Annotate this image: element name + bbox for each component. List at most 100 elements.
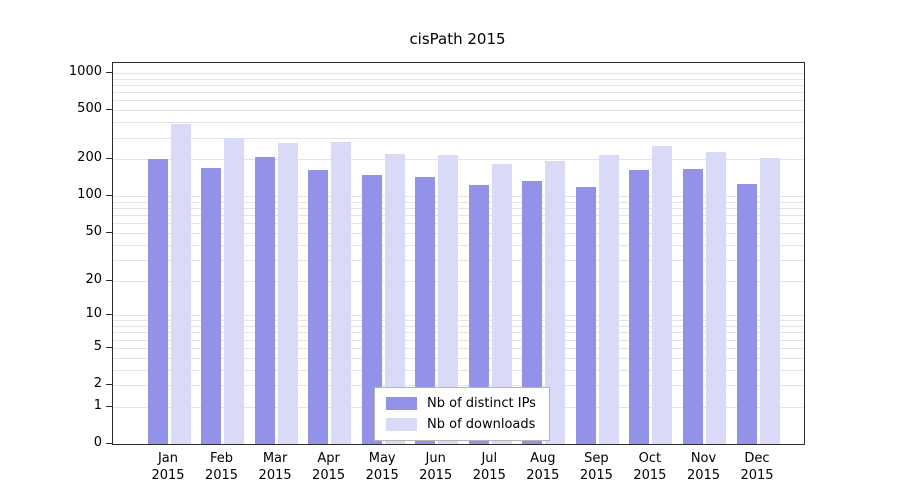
- y-tick-label: 1000: [68, 64, 102, 79]
- x-tick-label-sep: Sep 2015: [561, 450, 631, 484]
- bar-distinct-ips-mar: [254, 156, 275, 444]
- x-tick-label-jun: Jun 2015: [401, 450, 471, 484]
- gridline: [113, 385, 804, 386]
- bar-distinct-ips-jul: [468, 184, 489, 444]
- gridline: [113, 100, 804, 102]
- x-tick-month: Jun: [425, 451, 446, 466]
- gridline: [113, 122, 804, 124]
- x-tick-month: May: [368, 451, 396, 466]
- y-tick-mark: [106, 405, 112, 407]
- legend-item-distinct-ips: Nb of distinct IPs: [386, 396, 536, 411]
- y-tick-mark: [106, 158, 112, 160]
- x-tick-label-dec: Dec 2015: [722, 450, 792, 484]
- y-tick-mark: [106, 279, 112, 281]
- plot-area: Nb of distinct IPs Nb of downloads: [112, 62, 805, 445]
- gridline: [113, 208, 804, 209]
- bar-downloads-feb: [224, 137, 244, 444]
- gridline: [113, 92, 804, 94]
- y-tick-label: 10: [85, 306, 102, 322]
- legend: Nb of distinct IPs Nb of downloads: [374, 387, 550, 441]
- gridline: [113, 315, 804, 317]
- bar-distinct-ips-nov: [683, 169, 703, 444]
- gridline: [113, 369, 804, 371]
- bar-downloads-jul: [491, 163, 512, 444]
- x-tick-month: Aug: [530, 451, 556, 466]
- gridline: [113, 280, 804, 282]
- x-tick-month: Sep: [584, 451, 609, 466]
- gridline: [113, 320, 804, 322]
- chart-title: cisPath 2015: [409, 30, 506, 48]
- bar-downloads-sep: [598, 155, 619, 444]
- x-tick-year: 2015: [740, 468, 774, 483]
- bar-downloads-jan: [170, 123, 191, 444]
- gridline: [113, 201, 804, 203]
- y-tick-label: 1: [93, 397, 102, 413]
- x-tick-year: 2015: [686, 468, 721, 483]
- x-tick-year: 2015: [526, 468, 560, 483]
- y-tick-label: 0: [93, 435, 102, 450]
- x-tick-label-apr: Apr 2015: [294, 450, 364, 484]
- y-tick-mark: [106, 384, 112, 385]
- legend-label-downloads: Nb of downloads: [427, 417, 536, 432]
- legend-swatch-distinct-ips: [386, 397, 417, 410]
- y-tick-label: 50: [85, 223, 102, 239]
- gridline: [113, 73, 804, 74]
- bar-distinct-ips-may: [361, 174, 382, 444]
- gridline: [113, 259, 804, 261]
- x-tick-month: Jul: [481, 451, 498, 466]
- x-tick-year: 2015: [365, 468, 399, 483]
- gridline: [113, 110, 804, 112]
- x-tick-year: 2015: [151, 468, 185, 483]
- gridline: [113, 215, 804, 217]
- gridline: [113, 339, 804, 341]
- bar-distinct-ips-jun: [415, 177, 436, 444]
- x-tick-year: 2015: [312, 468, 346, 483]
- bar-downloads-apr: [331, 142, 352, 444]
- x-tick-month: Oct: [638, 451, 662, 466]
- gridline: [113, 223, 804, 225]
- legend-item-downloads: Nb of downloads: [386, 417, 536, 432]
- legend-label-distinct-ips: Nb of distinct IPs: [427, 396, 536, 411]
- gridline: [113, 326, 804, 327]
- bar-downloads-may: [384, 153, 405, 444]
- gridline: [113, 196, 804, 198]
- gridline: [113, 357, 804, 359]
- bar-distinct-ips-apr: [308, 170, 329, 444]
- legend-swatch-downloads: [386, 418, 417, 431]
- bar-downloads-mar: [277, 142, 298, 444]
- y-tick-label: 20: [85, 271, 102, 287]
- bar-downloads-dec: [759, 157, 780, 444]
- x-tick-month: Dec: [744, 451, 770, 466]
- y-tick-mark: [106, 109, 112, 111]
- x-tick-year: 2015: [419, 468, 453, 483]
- x-tick-year: 2015: [472, 468, 506, 483]
- gridline: [113, 232, 804, 234]
- x-tick-label-oct: Oct 2015: [615, 450, 685, 484]
- y-tick-mark: [106, 231, 112, 233]
- x-tick-month: Feb: [209, 451, 234, 466]
- bar-distinct-ips-feb: [201, 167, 221, 444]
- gridline: [113, 85, 804, 86]
- gridline: [113, 159, 804, 161]
- x-tick-label-jan: Jan 2015: [133, 450, 203, 484]
- y-tick-mark: [106, 314, 112, 316]
- y-tick-mark: [106, 443, 112, 444]
- y-tick-label: 200: [77, 150, 102, 166]
- bar-downloads-jun: [438, 154, 459, 444]
- bar-distinct-ips-sep: [575, 186, 596, 444]
- x-tick-label-jul: Jul 2015: [454, 450, 524, 484]
- gridline: [113, 347, 804, 349]
- bar-distinct-ips-oct: [629, 169, 650, 444]
- y-tick-mark: [106, 346, 112, 348]
- bar-downloads-oct: [652, 145, 673, 444]
- y-tick-label: 2: [93, 376, 102, 391]
- y-tick-label: 500: [77, 101, 102, 117]
- x-tick-year: 2015: [633, 468, 667, 483]
- x-tick-year: 2015: [258, 468, 292, 483]
- gridline: [113, 244, 804, 246]
- x-tick-label-may: May 2015: [347, 450, 417, 484]
- x-tick-label-mar: Mar 2015: [240, 450, 310, 484]
- bar-downloads-aug: [545, 160, 566, 444]
- bar-distinct-ips-aug: [522, 181, 543, 444]
- x-tick-year: 2015: [579, 468, 613, 483]
